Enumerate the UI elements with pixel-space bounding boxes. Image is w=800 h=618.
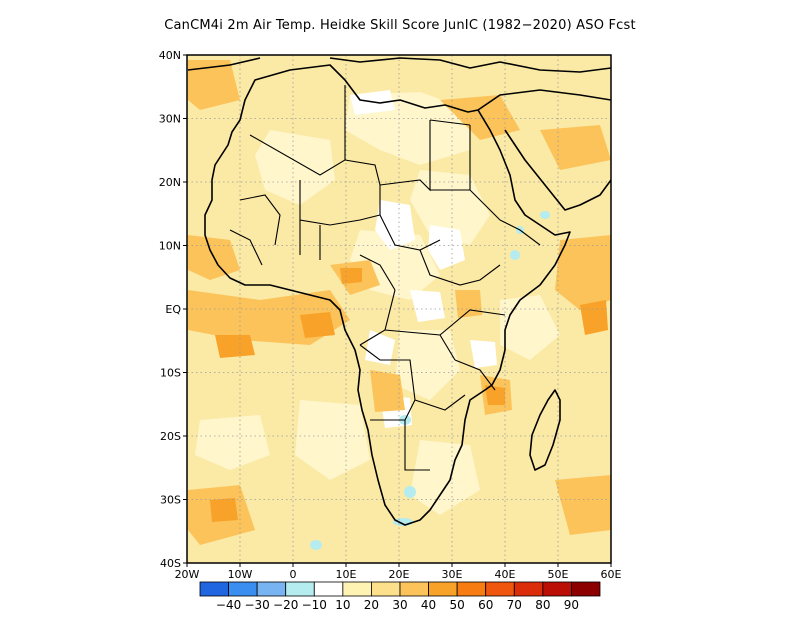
europe-coastline — [187, 57, 611, 73]
colorbar-label: 70 — [507, 598, 522, 612]
lon-tick-label: 10E — [336, 568, 357, 581]
madagascar-coastline — [529, 389, 561, 471]
colorbar-label: 40 — [421, 598, 436, 612]
africa-coastline — [204, 64, 571, 526]
colorbar-label: 30 — [392, 598, 407, 612]
colorbar-label: 10 — [335, 598, 350, 612]
colorbar-swatch — [342, 581, 372, 597]
colorbar-label: −40 — [216, 598, 241, 612]
coastlines — [187, 57, 611, 526]
colorbar-swatch — [485, 581, 515, 597]
map-gridlines — [187, 55, 611, 563]
map-title: CanCM4i 2m Air Temp. Heidke Skill Score … — [164, 18, 636, 33]
colorbar-swatch — [228, 581, 258, 597]
lat-tick-label: EQ — [165, 303, 181, 316]
colorbar-swatch — [456, 581, 487, 597]
lat-tick-label: 30N — [159, 113, 181, 126]
lat-tick-label: 30S — [160, 494, 181, 507]
colorbar-swatch — [199, 581, 229, 597]
lon-tick-label: 0 — [290, 568, 297, 581]
lat-tick-label: 10S — [160, 367, 181, 380]
colorbar-swatch — [571, 581, 601, 597]
colorbar-swatch — [428, 581, 458, 597]
colorbar-label: 60 — [478, 598, 493, 612]
colorbar-label: −10 — [302, 598, 327, 612]
lat-tick-label: 20S — [160, 430, 181, 443]
country-borders — [229, 85, 541, 471]
colorbar-swatch — [513, 581, 544, 597]
colorbar-label: −20 — [273, 598, 298, 612]
colorbar-swatch — [313, 581, 344, 597]
colorbar-label: 90 — [564, 598, 579, 612]
longitude-axis: 20W 10W 0 10E 20E 30E 40E 50E 60E — [175, 563, 622, 581]
lat-tick-label: 20N — [159, 176, 181, 189]
colorbar-swatch — [399, 581, 429, 597]
colorbar-label: 20 — [364, 598, 379, 612]
lat-tick-label: 10N — [159, 240, 181, 253]
colorbar-label: 80 — [535, 598, 550, 612]
lon-tick-label: 50E — [548, 568, 569, 581]
lon-tick-label: 10W — [228, 568, 253, 581]
lon-tick-label: 20E — [389, 568, 410, 581]
arabia-coastline — [477, 89, 611, 211]
colorbar-swatch — [542, 581, 572, 597]
latitude-axis: 40N 30N 20N 10N EQ 10S 20S 30S 40S — [159, 49, 187, 570]
lon-tick-label: 60E — [601, 568, 622, 581]
colorbar-swatch — [285, 581, 315, 597]
colorbar: −40 −30 −20 −10 10 20 30 40 50 60 70 80 90 — [199, 581, 601, 612]
lon-tick-label: 20W — [175, 568, 200, 581]
colorbar-swatch — [256, 581, 287, 597]
lon-tick-label: 30E — [442, 568, 463, 581]
colorbar-swatch — [371, 581, 401, 597]
colorbar-label: 50 — [450, 598, 465, 612]
lon-tick-label: 40E — [495, 568, 516, 581]
lat-tick-label: 40N — [159, 49, 181, 62]
colorbar-label: −30 — [244, 598, 269, 612]
lat-tick-label: 40S — [160, 557, 181, 570]
skill-white-patches — [350, 90, 497, 428]
